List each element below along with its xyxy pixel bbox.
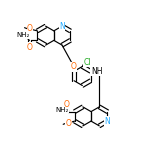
Text: NH₂: NH₂ <box>55 107 69 113</box>
Text: N: N <box>105 117 110 126</box>
Text: O: O <box>70 62 76 71</box>
Text: NH₂: NH₂ <box>17 32 30 38</box>
Text: O: O <box>64 100 70 109</box>
Text: NH: NH <box>91 67 102 76</box>
Text: O: O <box>27 24 33 33</box>
Text: N: N <box>59 22 65 31</box>
Text: O: O <box>66 119 71 128</box>
Text: O: O <box>27 43 32 52</box>
Text: Cl: Cl <box>83 58 91 67</box>
